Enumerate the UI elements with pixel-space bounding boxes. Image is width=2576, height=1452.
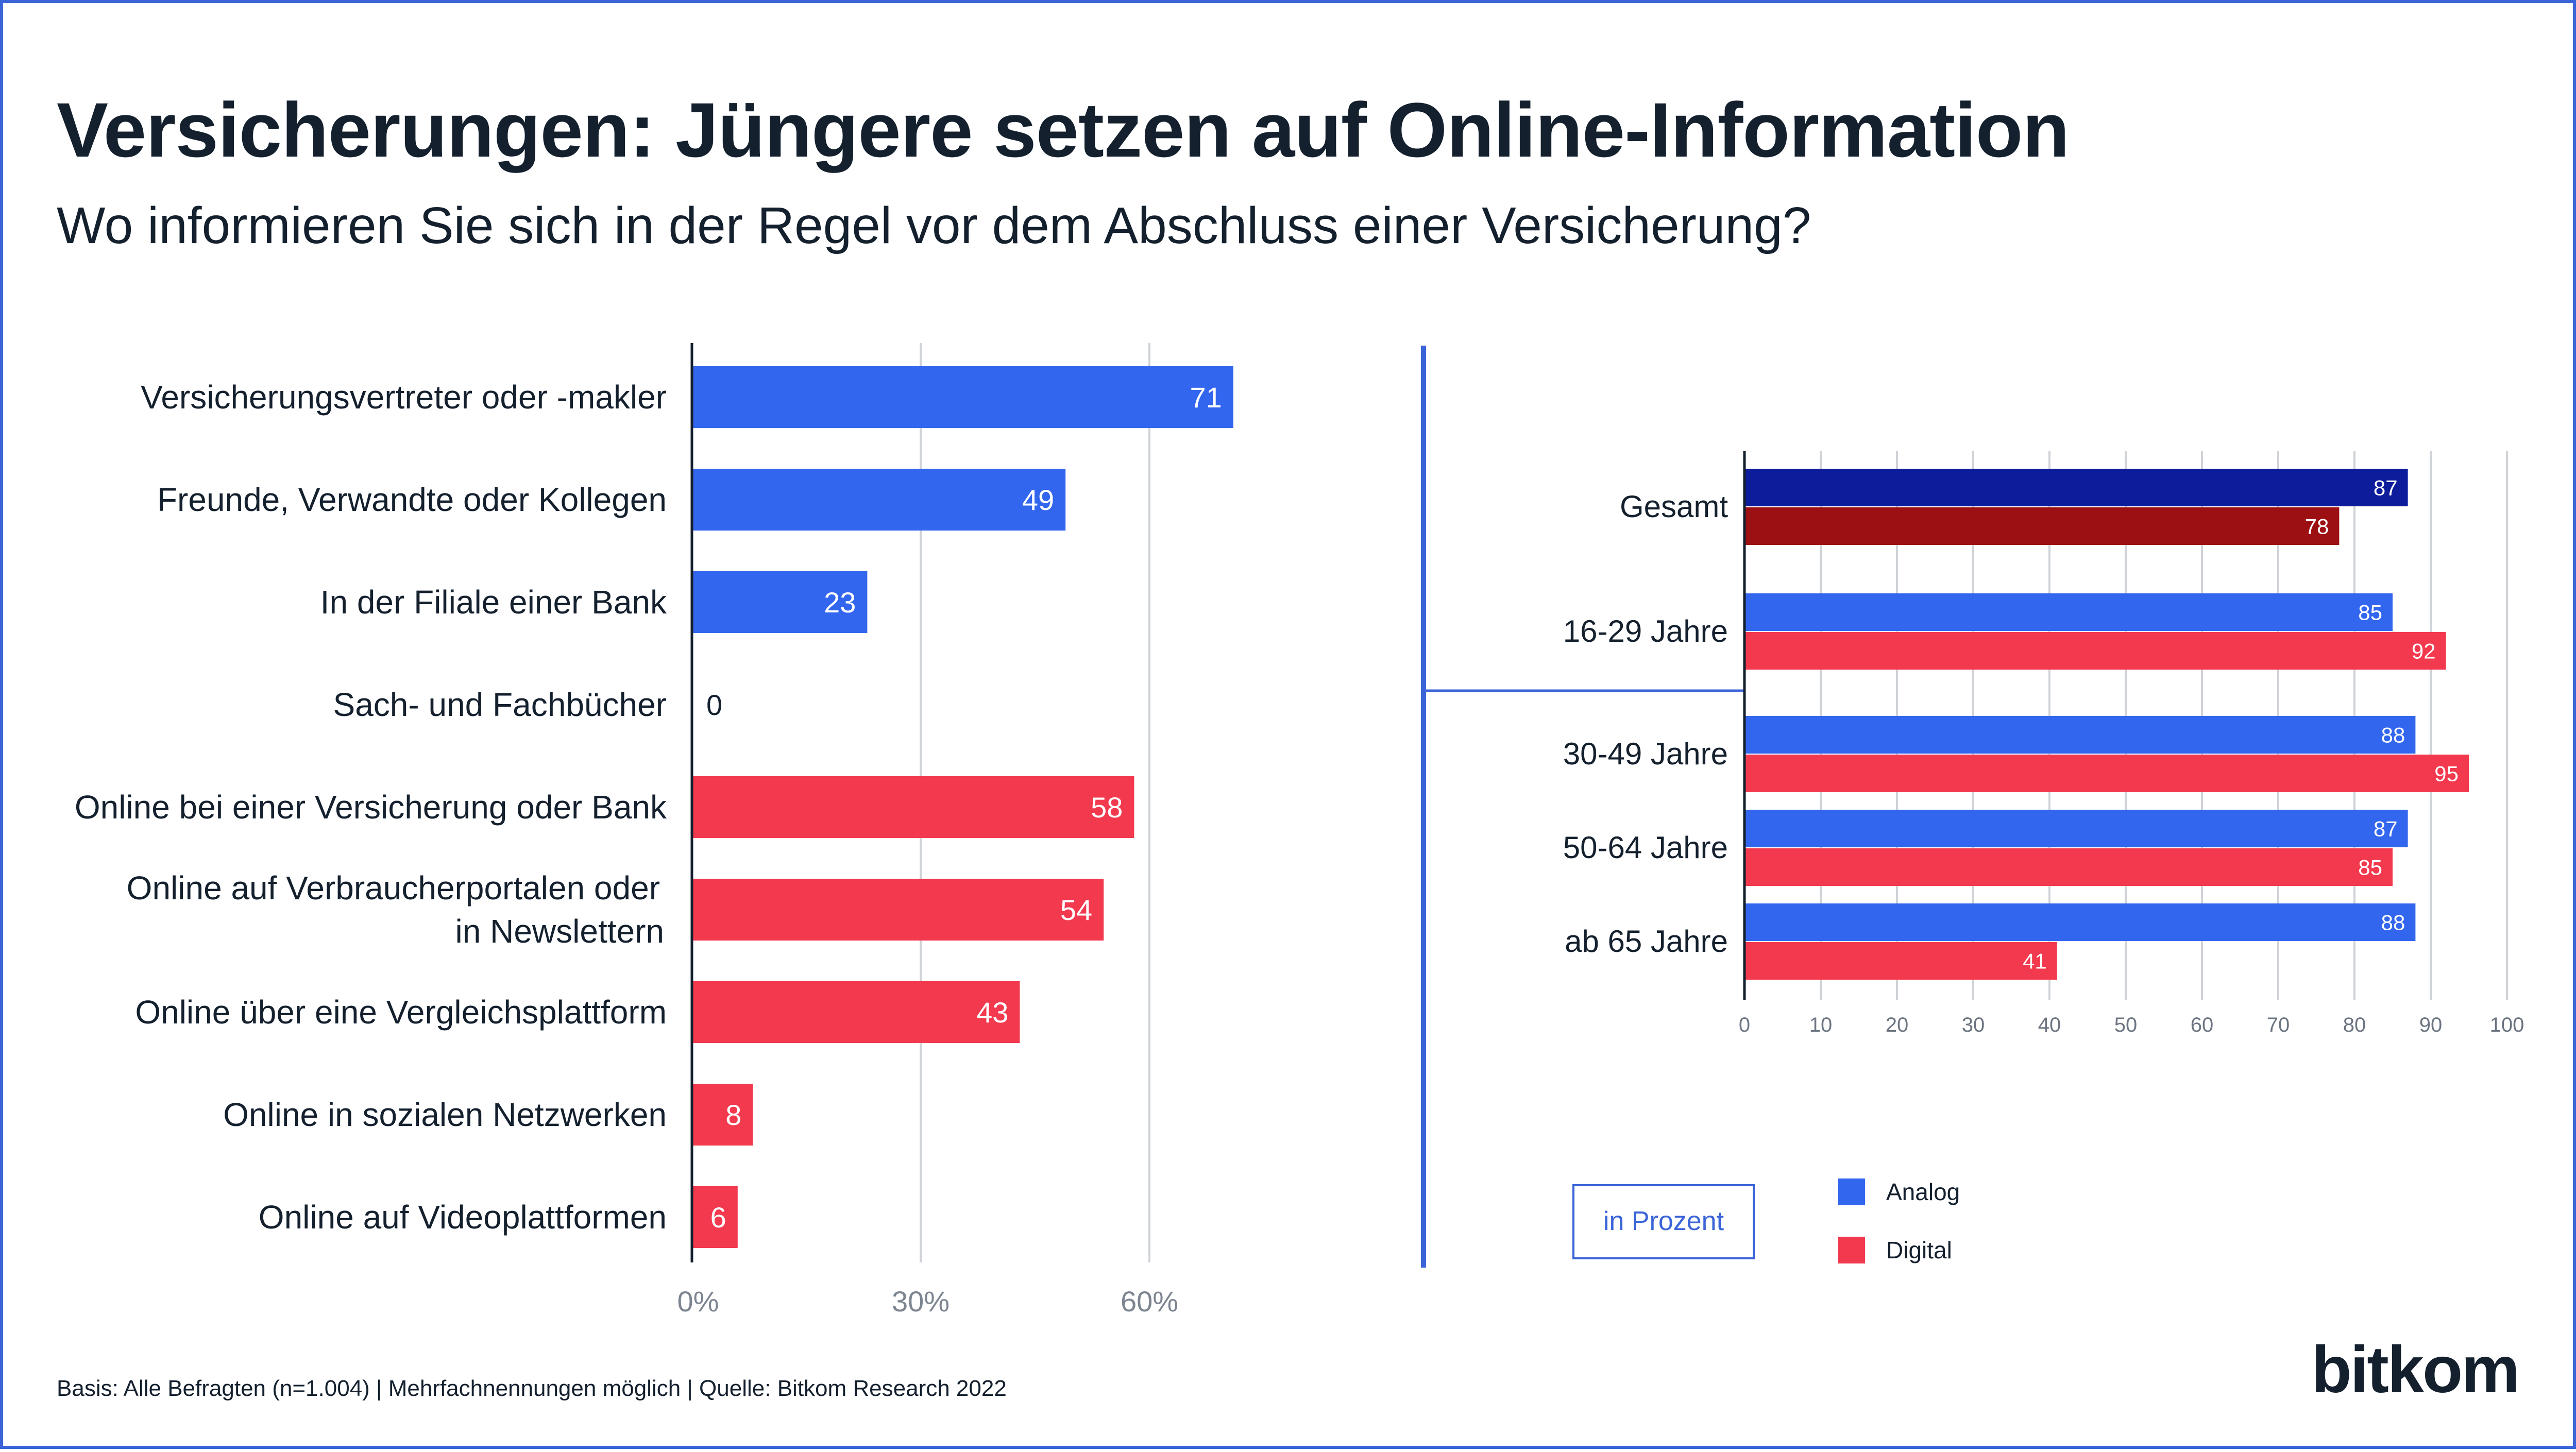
bar-analog [1744,593,2393,631]
data-label: 85 [2358,856,2382,880]
data-label: 6 [710,1201,726,1234]
bar [692,776,1134,838]
data-label: 49 [1022,484,1054,516]
bar-digital [1744,632,2446,670]
bar-digital [1744,848,2393,886]
category-label: Freunde, Verwandte oder Kollegen [157,481,667,518]
chart-subtitle: Wo informieren Sie sich in der Regel vor… [57,197,1811,254]
x-tick-label: 40 [2038,1014,2061,1036]
charts-canvas: 0% 30% 60% 71 Versicherungsvertreter oder -m… [75,343,2524,1318]
x-tick-label: 30 [1962,1014,1985,1036]
bar [692,981,1020,1043]
data-label: 92 [2412,639,2436,663]
legend: in Prozent Analog Digital [1572,1178,1960,1263]
legend-swatch [1838,1178,1865,1205]
data-label: 41 [2023,949,2047,973]
x-tick-label: 60 [2191,1014,2214,1036]
x-tick-label: 20 [1886,1014,1909,1036]
unit-label: in Prozent [1603,1206,1724,1236]
sources-bar-chart: 0% 30% 60% 71 Versicherungsvertreter oder -m… [75,343,1744,1318]
data-label: 43 [976,996,1008,1029]
x-tick-label: 50 [2114,1014,2138,1036]
age-group-bar-chart: 0 10 20 30 40 50 60 70 80 90 100 87 78 Gesamt 85 92 16-2… [1563,451,2524,1036]
bar [692,571,868,633]
bar-analog [1744,903,2416,941]
category-label: 16-29 Jahre [1563,614,1728,648]
source-footnote: Basis: Alle Befragten (n=1.004) | Mehrfa… [57,1376,1007,1401]
bar [692,1084,753,1146]
category-label: Online auf Videoplattformen [259,1199,667,1236]
data-label: 87 [2374,476,2398,500]
category-label: 50-64 Jahre [1563,830,1728,865]
category-label: Online auf Verbraucherportalen oder [127,869,660,907]
category-label: Versicherungsvertreter oder -makler [141,379,667,416]
bar [692,879,1104,941]
x-tick-label: 90 [2419,1014,2443,1036]
x-tick-label: 70 [2267,1014,2290,1036]
category-label: in Newslettern [455,913,665,950]
category-label: 30-49 Jahre [1563,737,1728,771]
legend-swatch [1838,1237,1865,1263]
bar [692,469,1066,531]
data-label: 8 [725,1099,741,1131]
data-label: 88 [2381,911,2405,935]
x-tick-label: 0% [677,1285,719,1318]
category-label: Gesamt [1620,489,1728,524]
bar-digital [1744,942,2057,980]
category-label: Online in sozialen Netzwerken [223,1096,667,1133]
x-tick-label: 80 [2343,1014,2366,1036]
data-label: 71 [1190,381,1222,414]
category-label: Sach- und Fachbücher [333,686,667,723]
data-label: 88 [2381,723,2405,747]
category-label: Online über eine Vergleichsplattform [135,994,667,1031]
bar [692,1186,738,1248]
data-label: 87 [2374,817,2398,841]
bar-analog [1744,716,2416,754]
data-label: 54 [1060,894,1092,926]
data-label: 23 [824,586,856,619]
bar-analog [1744,469,2408,506]
data-label: 78 [2305,515,2329,539]
data-label: 0 [706,689,722,721]
bar [692,366,1233,428]
bar-analog [1744,810,2408,847]
x-tick-label: 0 [1739,1014,1750,1036]
category-label: In der Filiale einer Bank [320,584,667,621]
legend-label: Analog [1886,1178,1960,1205]
x-tick-label: 100 [2490,1014,2524,1036]
bitkom-logo: bitkom [2311,1333,2520,1407]
x-tick-label: 10 [1809,1014,1833,1036]
data-label: 58 [1091,791,1123,824]
legend-label: Digital [1886,1237,1952,1263]
chart-title: Versicherungen: Jüngere setzen auf Onlin… [57,87,2070,173]
bar-digital [1744,755,2469,792]
data-label: 95 [2434,762,2459,786]
data-label: 85 [2358,601,2382,625]
x-tick-label: 30% [892,1285,950,1318]
unit-box [1572,1184,1755,1259]
x-tick-label: 60% [1121,1285,1178,1318]
category-label: Online bei einer Versicherung oder Bank [75,789,667,826]
category-label: ab 65 Jahre [1565,924,1728,959]
bar-digital [1744,507,2340,545]
